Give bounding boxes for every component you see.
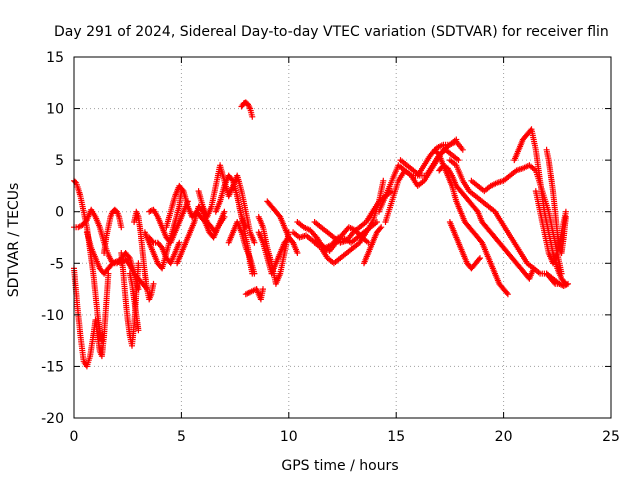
data-point-markers xyxy=(543,146,569,256)
data-point-markers xyxy=(238,99,256,120)
data-point-markers xyxy=(71,265,112,370)
data-point-markers xyxy=(146,234,183,267)
series-arc-34 xyxy=(446,219,483,272)
plot-frame xyxy=(73,56,612,419)
y-tick-label: 0 xyxy=(55,205,64,221)
data-point-markers xyxy=(511,126,569,287)
data-points xyxy=(71,99,571,370)
data-point-markers xyxy=(255,229,301,277)
series-arc-38 xyxy=(543,146,569,256)
series-arc-22 xyxy=(264,198,297,246)
data-point-markers xyxy=(294,219,372,254)
data-point-markers xyxy=(543,270,571,289)
y-tick-label: -15 xyxy=(41,359,64,375)
data-point-markers xyxy=(83,229,150,293)
data-point-markers xyxy=(311,177,387,267)
series-arc-10 xyxy=(146,198,191,246)
data-point-markers xyxy=(361,224,385,267)
data-point-markers xyxy=(234,193,256,277)
series-arc-11 xyxy=(146,234,183,267)
series-arc-36 xyxy=(511,126,569,287)
axis-ticks: 0 5 10 15 20 25 -20 -15 -10 -5 0 5 10 15 xyxy=(41,50,620,445)
x-tick-label: 15 xyxy=(387,429,405,445)
chart-title: Day 291 of 2024, Sidereal Day-to-day VTE… xyxy=(54,24,609,40)
data-point-markers xyxy=(242,286,266,303)
series-arc-18 xyxy=(238,99,256,120)
data-point-markers xyxy=(255,213,292,287)
series-arc-39 xyxy=(543,270,571,289)
series-arc-24 xyxy=(294,219,372,254)
data-point-markers xyxy=(264,198,297,246)
data-point-markers xyxy=(146,198,191,246)
y-tick-label: -10 xyxy=(41,308,64,324)
data-point-markers xyxy=(101,206,125,256)
series-arc-14 xyxy=(195,162,258,246)
y-tick-label: 5 xyxy=(55,153,64,169)
y-axis-label: SDTVAR / TECUs xyxy=(6,183,22,298)
data-point-markers xyxy=(195,162,258,246)
data-point-markers xyxy=(131,208,157,303)
series-arc-19 xyxy=(242,286,266,303)
x-tick-label: 20 xyxy=(495,429,513,445)
series-arc-05 xyxy=(101,206,125,256)
x-axis-label: GPS time / hours xyxy=(281,458,398,474)
y-tick-label: -5 xyxy=(50,256,64,272)
x-tick-label: 10 xyxy=(280,429,298,445)
series-arc-27 xyxy=(361,224,385,267)
series-arc-32 xyxy=(436,162,537,282)
series-arc-21 xyxy=(255,213,292,287)
x-tick-label: 5 xyxy=(177,429,186,445)
series-arc-07 xyxy=(126,270,142,334)
x-tick-label: 0 xyxy=(70,429,79,445)
series-arc-01 xyxy=(71,265,112,370)
series-arc-26 xyxy=(311,177,387,267)
y-tick-label: -20 xyxy=(41,411,64,427)
x-tick-label: 25 xyxy=(602,429,620,445)
data-point-markers xyxy=(126,270,142,334)
series-arc-08 xyxy=(131,208,157,303)
y-tick-label: 10 xyxy=(46,102,64,118)
data-point-markers xyxy=(446,219,483,272)
series-arc-04 xyxy=(83,229,150,293)
series-arc-17 xyxy=(234,193,256,277)
grid xyxy=(74,57,611,418)
data-point-markers xyxy=(436,162,537,282)
series-arc-20 xyxy=(255,229,301,277)
y-tick-label: 15 xyxy=(46,50,64,66)
